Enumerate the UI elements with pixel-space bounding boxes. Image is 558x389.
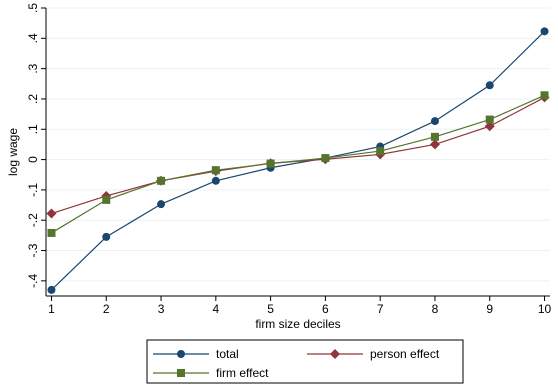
legend: total person effect firm effect [146, 339, 464, 384]
data-point [376, 147, 385, 156]
data-point [485, 115, 494, 124]
series-line [51, 30, 545, 291]
series-group [46, 27, 550, 294]
data-point [321, 154, 330, 163]
data-point [484, 121, 495, 132]
x-tick-label: 5 [267, 302, 274, 316]
y-tick-label: 0 [26, 156, 40, 163]
data-point [211, 176, 220, 185]
y-tick-label: -.2 [26, 213, 40, 227]
axes: -.4 -.3 -.2 -.1 0 .1 .2 .3 .4 .5 1 2 3 4 5 6 7 8 9 10 [26, 3, 552, 316]
x-tick-label: 7 [377, 302, 384, 316]
data-point [430, 132, 439, 141]
y-tick-label: -.1 [26, 183, 40, 197]
legend-item: firm effect [153, 366, 269, 380]
x-tick-label: 10 [538, 302, 552, 316]
y-tick-label: -.4 [26, 274, 40, 288]
legend-box [146, 339, 464, 384]
data-point [157, 176, 166, 185]
legend-label: person effect [370, 347, 440, 361]
series-line [51, 94, 545, 234]
x-tick-label: 4 [212, 302, 219, 316]
series-firm-effect [47, 91, 549, 237]
data-point [102, 195, 111, 204]
y-tick-label: .3 [26, 63, 40, 73]
legend-item: total [153, 347, 239, 361]
legend-marker [177, 369, 185, 377]
data-point [211, 166, 220, 175]
data-point [429, 139, 440, 150]
x-tick-label: 9 [486, 302, 493, 316]
data-point [47, 228, 56, 237]
y-tick-label: .5 [26, 3, 40, 13]
legend-marker [330, 349, 340, 359]
x-tick-label: 3 [158, 302, 165, 316]
data-point [540, 27, 549, 36]
y-tick-label: .2 [26, 94, 40, 104]
data-point [102, 232, 111, 241]
x-axis-title: firm size deciles [255, 317, 340, 331]
legend-marker [177, 350, 185, 358]
data-point [485, 81, 494, 90]
data-point [430, 117, 439, 126]
data-point [46, 208, 57, 219]
legend-item: person effect [307, 347, 440, 361]
data-point [266, 159, 275, 168]
y-tick-label: .4 [26, 33, 40, 43]
data-point [47, 285, 56, 294]
y-tick-label: .1 [26, 124, 40, 134]
x-tick-label: 2 [103, 302, 110, 316]
grid-lines [46, 7, 550, 282]
x-tick-label: 8 [432, 302, 439, 316]
data-point [540, 91, 549, 100]
legend-label: total [216, 347, 239, 361]
data-point [157, 200, 166, 209]
legend-label: firm effect [216, 366, 269, 380]
y-tick-label: -.3 [26, 243, 40, 257]
x-tick-label: 1 [48, 302, 55, 316]
x-tick-label: 6 [322, 302, 329, 316]
y-axis-title: log wage [6, 128, 20, 176]
